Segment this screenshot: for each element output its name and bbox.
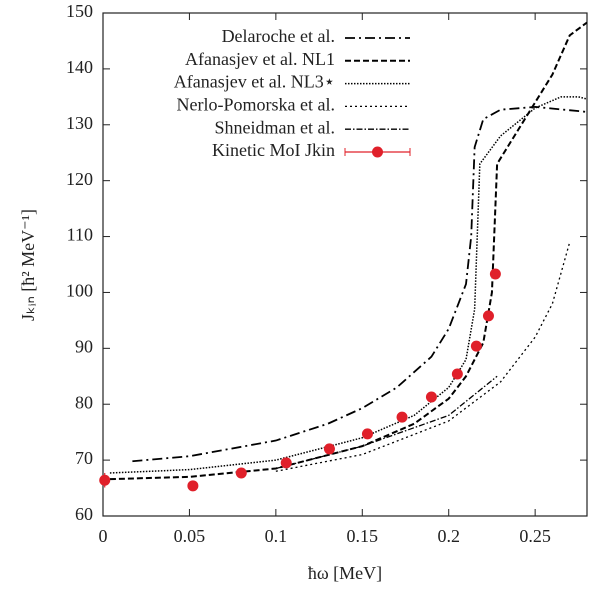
legend-label: Nerlo-Pomorska et al. bbox=[177, 95, 335, 115]
x-tick-label: 0.05 bbox=[174, 526, 206, 546]
y-tick-label: 130 bbox=[66, 113, 93, 133]
legend-label: Afanasjev et al. NL3⋆ bbox=[174, 72, 335, 92]
x-tick-label: 0.25 bbox=[519, 526, 551, 546]
y-tick-label: 80 bbox=[75, 392, 93, 412]
legend-label: Delaroche et al. bbox=[222, 26, 335, 46]
y-tick-label: 110 bbox=[67, 225, 93, 245]
x-tick-label: 0.15 bbox=[347, 526, 379, 546]
data-point bbox=[451, 368, 463, 380]
legend-label: Kinetic MoI Jkin bbox=[212, 140, 335, 160]
x-tick-label: 0 bbox=[99, 526, 108, 546]
series-line bbox=[132, 105, 587, 463]
data-point bbox=[280, 457, 292, 469]
y-tick-label: 140 bbox=[66, 57, 93, 77]
data-point bbox=[482, 310, 494, 322]
y-tick-label: 100 bbox=[66, 281, 93, 301]
y-tick-label: 70 bbox=[75, 448, 93, 468]
data-point bbox=[187, 480, 199, 492]
series-line bbox=[275, 375, 498, 470]
y-tick-label: 120 bbox=[66, 169, 93, 189]
data-point bbox=[323, 443, 335, 455]
series-line bbox=[275, 241, 571, 472]
data-point bbox=[470, 340, 482, 352]
legend-label: Shneidman et al. bbox=[215, 117, 335, 137]
data-point bbox=[489, 268, 501, 280]
y-axis-label: Jₖᵢₙ [ħ² MeV⁻¹] bbox=[18, 209, 38, 321]
data-point bbox=[425, 391, 437, 403]
x-axis-label: ħω [MeV] bbox=[308, 563, 382, 583]
data-point bbox=[235, 467, 247, 479]
data-point bbox=[396, 411, 408, 423]
y-tick-label: 150 bbox=[66, 1, 93, 21]
plot-frame bbox=[102, 12, 588, 517]
x-tick-label: 0.2 bbox=[437, 526, 460, 546]
series-line bbox=[109, 96, 587, 474]
data-point bbox=[99, 474, 111, 486]
y-tick-label: 60 bbox=[75, 504, 93, 524]
data-point bbox=[361, 428, 373, 440]
x-tick-label: 0.1 bbox=[265, 526, 288, 546]
y-tick-label: 90 bbox=[75, 336, 93, 356]
legend-swatch bbox=[372, 146, 383, 158]
legend-label: Afanasjev et al. NL1 bbox=[185, 49, 335, 69]
